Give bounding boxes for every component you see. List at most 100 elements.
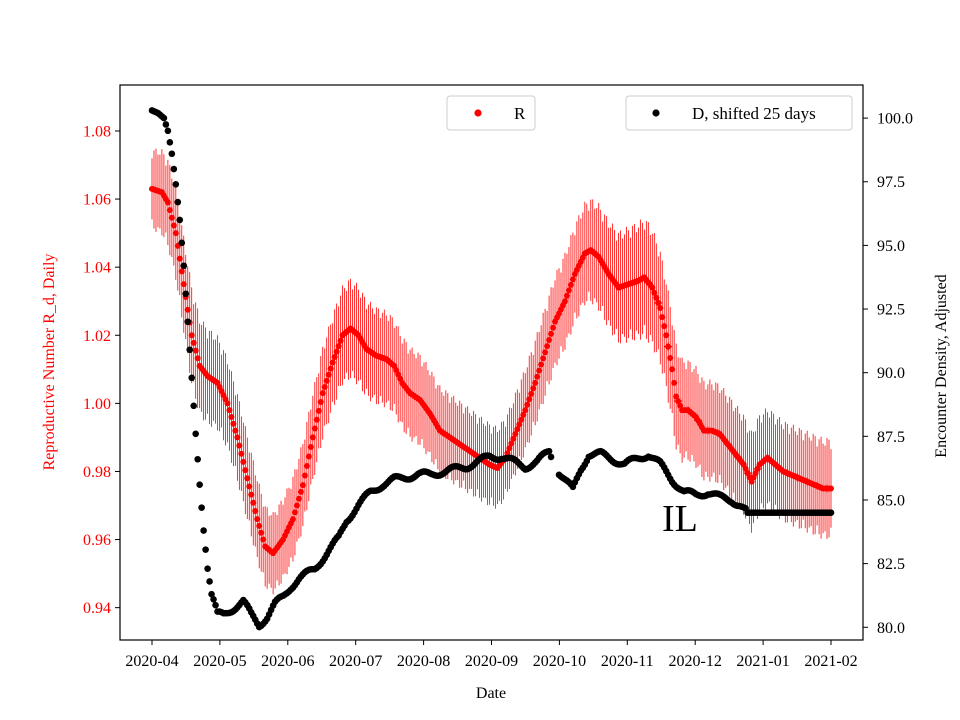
- left-axis-ticks: 0.94 0.96 0.98 1.00 1.02 1.04 1.06 1.08: [83, 123, 120, 617]
- right-tick-label: 92.5: [877, 302, 905, 319]
- r-point: [291, 509, 298, 516]
- r-point: [536, 367, 543, 374]
- d-point: [188, 374, 196, 382]
- x-tick-label: 2021-02: [804, 653, 857, 670]
- d-point: [206, 578, 213, 585]
- r-point: [226, 407, 233, 414]
- x-tick-label: 2020-06: [261, 653, 314, 670]
- right-axis-label: Encounter Density, Adjusted: [933, 274, 950, 457]
- d-point: [208, 590, 215, 598]
- d-point: [164, 127, 172, 135]
- d-point: [186, 346, 194, 354]
- r-point: [563, 292, 570, 299]
- d-series-points: [148, 107, 835, 631]
- r-point: [240, 458, 247, 465]
- r-point: [337, 337, 344, 344]
- r-point: [667, 354, 674, 361]
- d-point: [198, 504, 205, 511]
- r-point: [544, 343, 551, 350]
- r-point: [661, 323, 668, 330]
- right-tick-label: 82.5: [877, 556, 905, 573]
- left-tick-label: 0.96: [83, 532, 111, 549]
- r-point: [321, 384, 328, 391]
- r-point: [323, 377, 330, 384]
- r-point: [657, 305, 664, 312]
- right-tick-label: 100.0: [877, 111, 913, 128]
- d-point: [194, 455, 201, 463]
- r-point: [516, 421, 523, 428]
- r-point: [569, 276, 576, 283]
- r-point: [164, 199, 171, 206]
- r-point: [317, 398, 324, 405]
- left-axis-label: Reproductive Number R_d, Daily: [41, 254, 58, 471]
- r-point: [178, 268, 185, 275]
- r-point: [546, 337, 553, 344]
- legend-r-marker: [474, 109, 482, 117]
- r-point: [327, 365, 334, 372]
- r-point: [252, 507, 259, 514]
- r-point: [293, 502, 300, 509]
- legend-r: R: [446, 95, 536, 131]
- d-point: [176, 216, 184, 224]
- x-axis-ticks: 2020-04 2020-05 2020-06 2020-07 2020-08 2020-…: [125, 640, 858, 670]
- d-point: [827, 509, 835, 517]
- r-point: [230, 420, 237, 427]
- right-axis-ticks: 80.0 82.5 85.0 87.5 90.0 92.5 95.0 97.5 100.0: [863, 111, 913, 637]
- r-error-bars: [151, 148, 832, 595]
- r-point: [248, 491, 255, 498]
- r-point: [313, 416, 320, 423]
- r-point: [180, 281, 187, 288]
- r-point: [295, 495, 302, 502]
- r-point: [828, 485, 834, 492]
- left-tick-label: 0.94: [83, 600, 111, 617]
- r-point: [309, 434, 316, 441]
- r-point: [236, 442, 243, 449]
- r-point: [232, 427, 239, 434]
- x-tick-label: 2021-01: [736, 653, 789, 670]
- legend-d-label: D, shifted 25 days: [692, 104, 816, 123]
- r-point: [194, 355, 201, 362]
- d-point: [172, 180, 180, 188]
- r-point: [522, 407, 529, 414]
- r-point: [307, 443, 314, 450]
- d-point: [184, 318, 192, 326]
- r-point: [675, 398, 682, 405]
- r-series-points: [149, 185, 834, 557]
- d-point: [547, 453, 555, 461]
- r-point: [542, 349, 549, 356]
- r-point: [228, 413, 235, 420]
- left-tick-label: 1.08: [83, 123, 111, 140]
- x-axis-label: Date: [476, 685, 506, 702]
- r-point: [333, 348, 340, 355]
- r-point: [508, 440, 515, 447]
- d-point: [200, 527, 207, 534]
- left-tick-label: 1.06: [83, 192, 111, 209]
- plot-frame: [119, 84, 864, 641]
- d-point: [204, 565, 211, 573]
- d-point: [162, 121, 170, 128]
- r-point: [665, 343, 672, 350]
- r-point: [504, 450, 511, 457]
- x-tick-label: 2020-10: [533, 653, 586, 670]
- r-point: [514, 426, 521, 433]
- d-point: [182, 290, 190, 298]
- r-point: [538, 361, 545, 368]
- r-point: [176, 255, 183, 262]
- legend-r-label: R: [514, 104, 526, 123]
- r-point: [649, 284, 656, 291]
- r-point: [234, 434, 241, 441]
- r-point: [319, 390, 326, 397]
- left-tick-label: 1.02: [83, 328, 111, 345]
- r-point: [168, 214, 175, 221]
- r-point: [548, 330, 555, 337]
- r-point: [299, 482, 306, 489]
- r-point: [224, 400, 231, 407]
- r-point: [311, 425, 318, 432]
- r-point: [184, 306, 191, 313]
- r-point: [242, 467, 249, 474]
- r-point: [540, 355, 547, 362]
- right-tick-label: 87.5: [877, 429, 905, 446]
- r-point: [289, 516, 296, 523]
- x-tick-label: 2020-05: [193, 653, 246, 670]
